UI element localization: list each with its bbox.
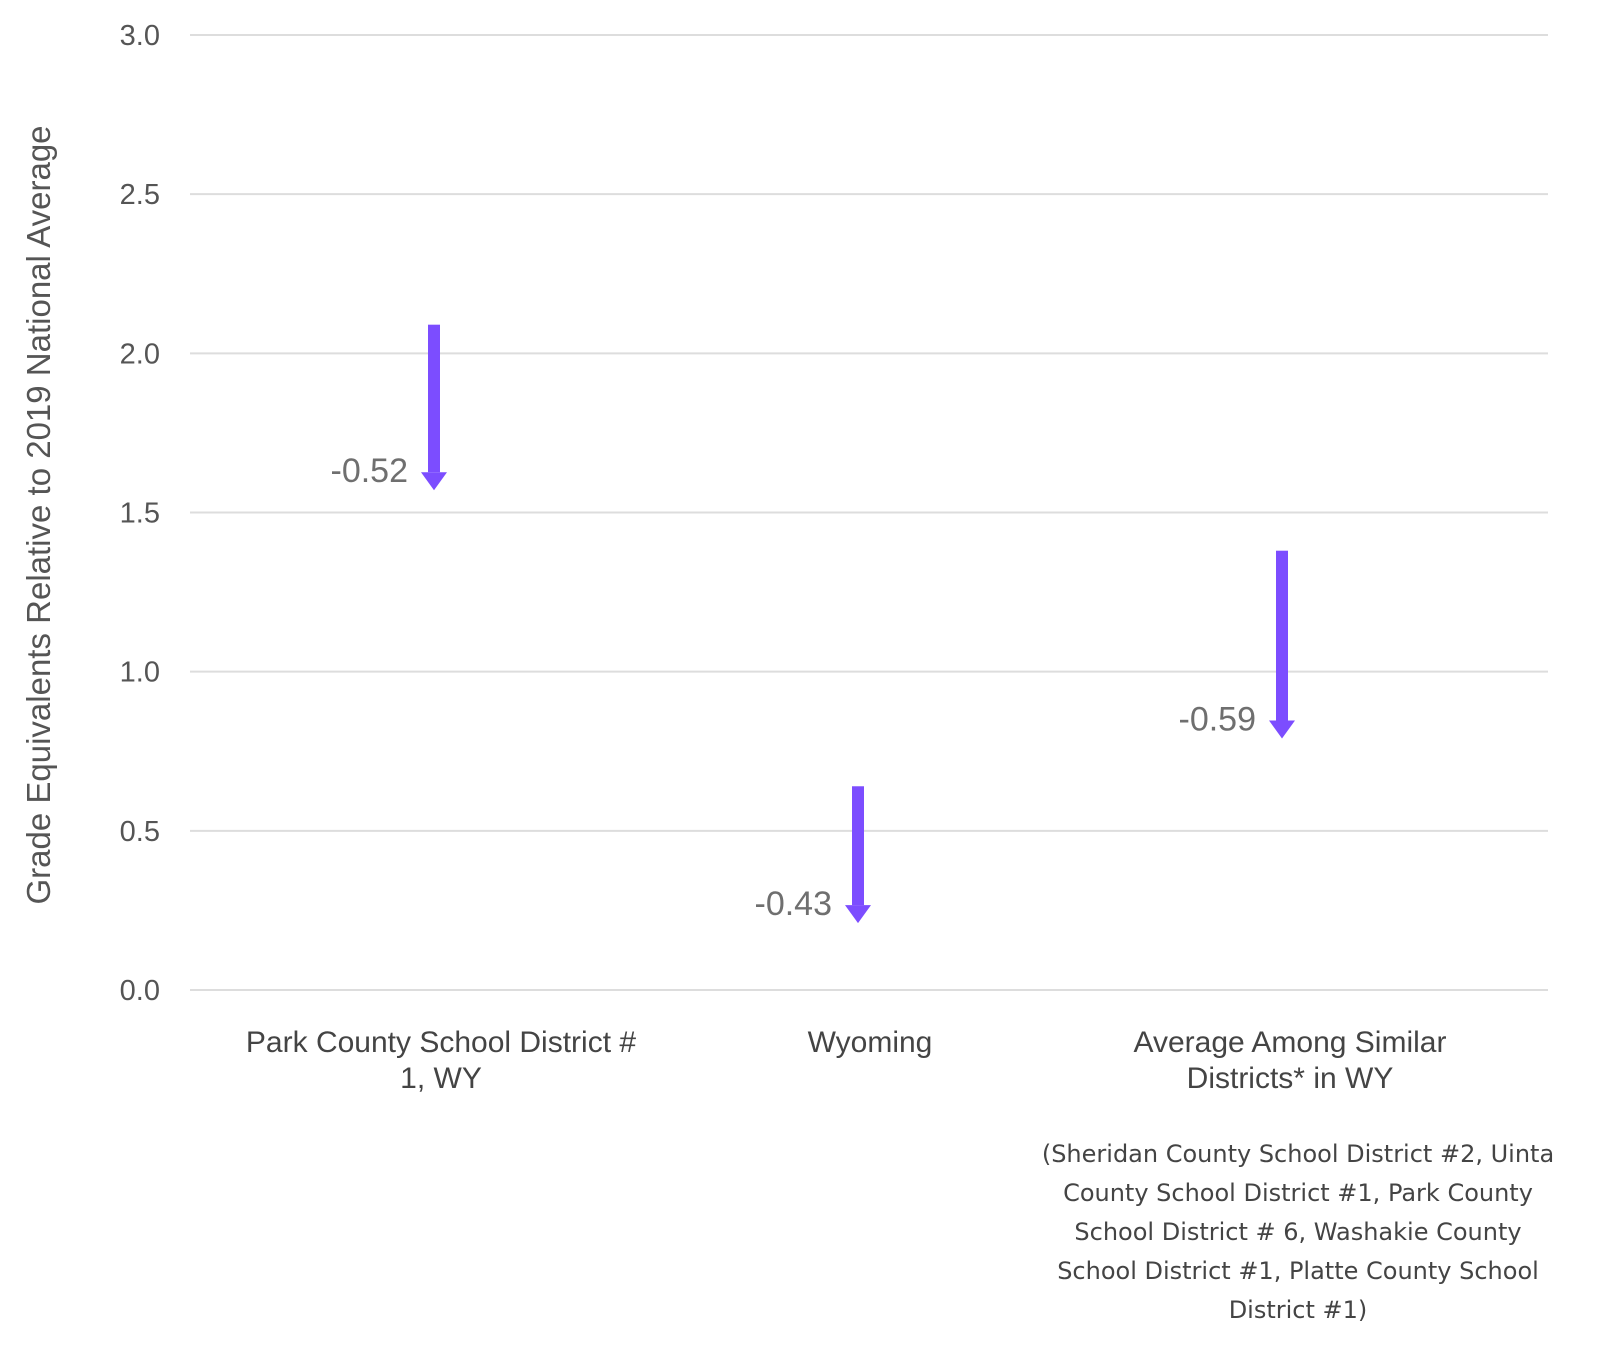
category-label: 1, WY — [400, 1062, 482, 1095]
y-tick-label: 1.5 — [120, 498, 160, 530]
category-label: Average Among Similar — [1134, 1026, 1447, 1059]
arrow-shaft — [852, 786, 864, 905]
y-axis-title: Grade Equivalents Relative to 2019 Natio… — [20, 125, 57, 904]
change-label: -0.52 — [331, 452, 409, 490]
category-label: Districts* in WY — [1187, 1062, 1394, 1095]
footnote-line: School District #1, Platte County School — [1057, 1257, 1539, 1285]
footnote-line: County School District #1, Park County — [1063, 1179, 1533, 1207]
arrow-head — [845, 905, 871, 923]
footnote-line: District #1) — [1229, 1296, 1368, 1324]
y-tick-label: 2.0 — [120, 338, 160, 370]
y-tick-label: 3.0 — [120, 20, 160, 52]
arrow-head — [421, 472, 447, 490]
change-label: -0.43 — [755, 885, 833, 923]
change-label: -0.59 — [1179, 701, 1257, 739]
y-tick-label: 2.5 — [120, 179, 160, 211]
arrows — [421, 325, 1295, 923]
footnote: (Sheridan County School District #2, Uin… — [1042, 1140, 1554, 1324]
category-label: Park County School District # — [246, 1026, 636, 1059]
arrow-head — [1269, 721, 1295, 739]
arrow-shaft — [1276, 551, 1288, 721]
footnote-line: School District # 6, Washakie County — [1074, 1218, 1521, 1246]
footnote-line: (Sheridan County School District #2, Uin… — [1042, 1140, 1554, 1168]
gridlines — [190, 35, 1548, 990]
y-tick-label: 0.0 — [120, 975, 160, 1007]
y-tick-labels: 0.0 0.5 1.0 1.5 2.0 2.5 3.0 — [120, 20, 160, 1007]
y-tick-label: 1.0 — [120, 657, 160, 689]
y-tick-label: 0.5 — [120, 816, 160, 848]
category-label: Wyoming — [808, 1026, 933, 1059]
data-labels: -0.52 -0.43 -0.59 — [331, 452, 1257, 923]
category-labels: Park County School District #1, WY Wyomin… — [246, 1026, 1447, 1095]
arrow-shaft — [428, 325, 440, 473]
